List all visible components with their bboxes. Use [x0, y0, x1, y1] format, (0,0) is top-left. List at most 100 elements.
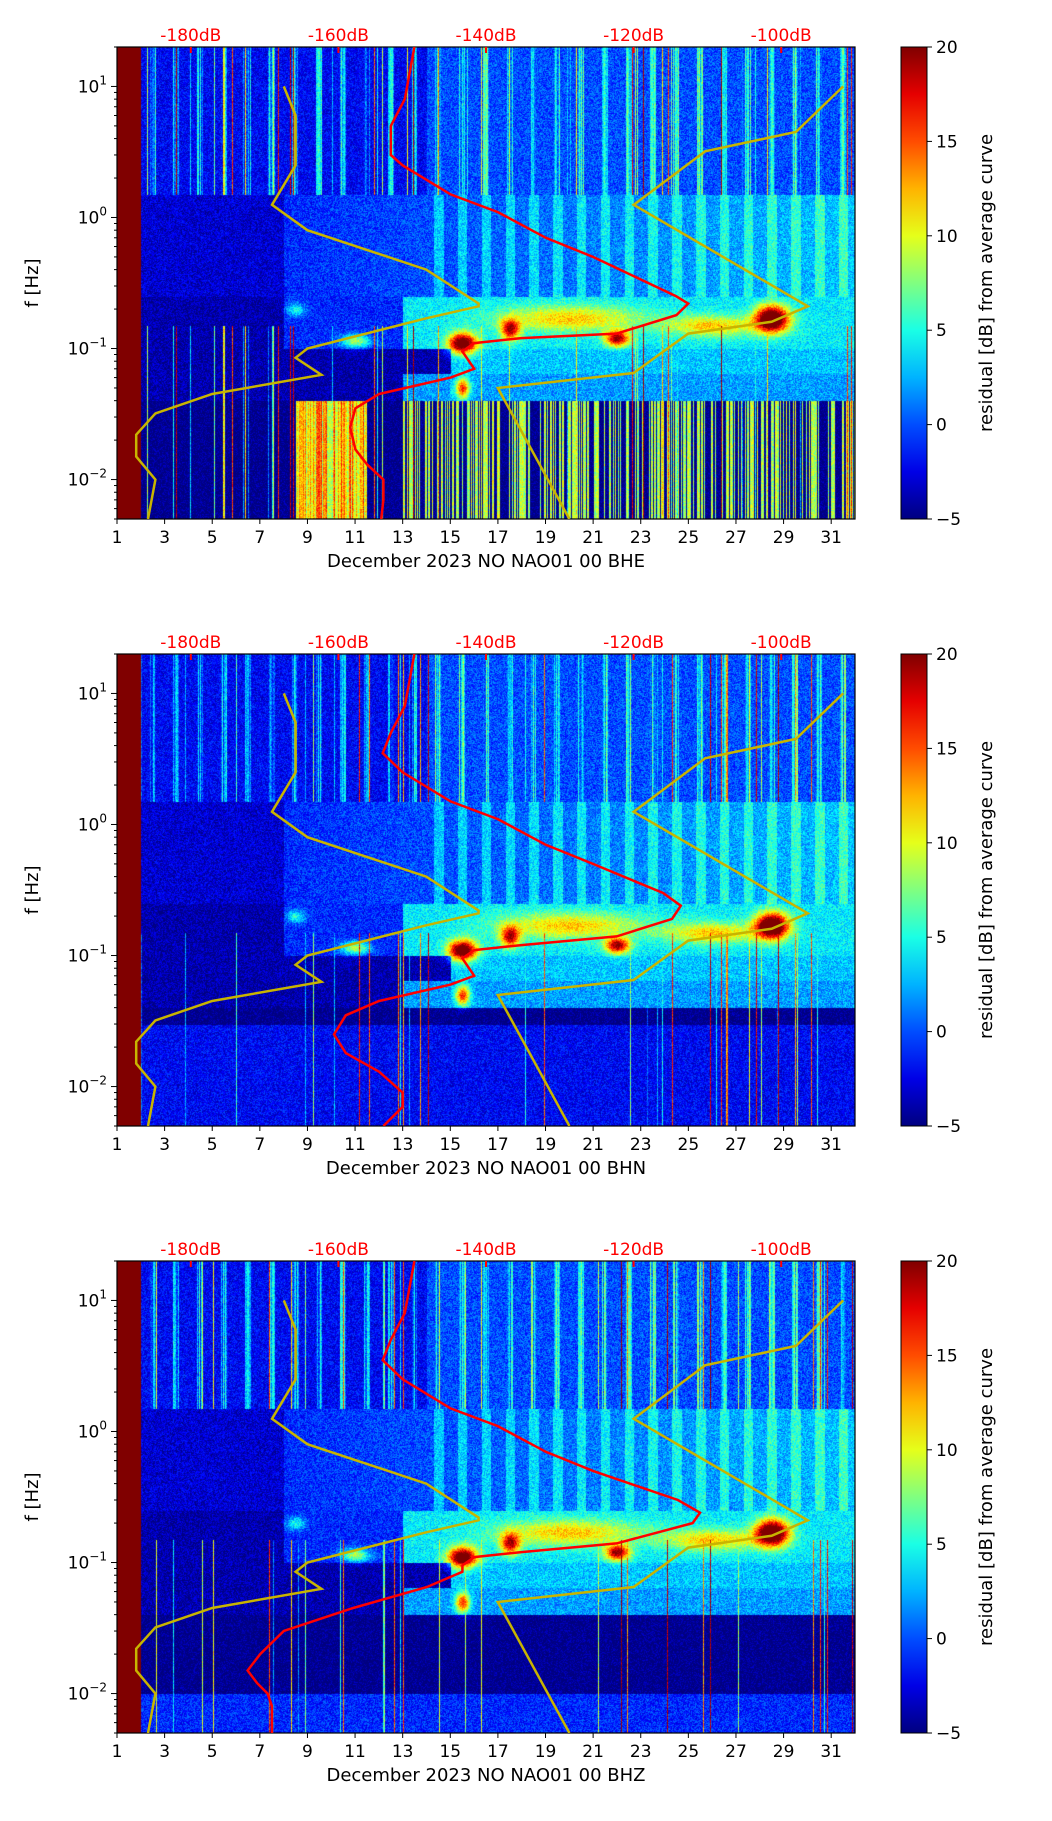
y-tick-exponent: −1 [89, 943, 107, 957]
colorbar-tick-label: −5 [936, 1117, 961, 1137]
y-tick-label: 10−1 [68, 336, 107, 360]
top-db-tick-label: -120dB [603, 1240, 664, 1260]
x-tick-label: 27 [725, 1742, 747, 1762]
y-tick-base: 10 [68, 340, 90, 360]
x-axis-label: December 2023 NO NAO01 00 BHN [326, 1158, 646, 1179]
x-axis-label: December 2023 NO NAO01 00 BHZ [326, 1765, 645, 1786]
colorbar-tick-label: 20 [936, 645, 958, 665]
spectrogram-image [117, 1261, 855, 1733]
top-db-tick-label: -140dB [455, 26, 516, 46]
colorbar-label: residual [dB] from average curve [976, 1348, 997, 1646]
x-tick-label: 17 [487, 528, 509, 548]
x-tick-label: 29 [773, 1135, 795, 1155]
colorbar-label: residual [dB] from average curve [976, 741, 997, 1039]
y-tick-base: 10 [78, 815, 100, 835]
colorbar-tick-label: 5 [936, 1535, 947, 1555]
x-tick-label: 17 [487, 1135, 509, 1155]
y-tick-exponent: −2 [89, 1074, 107, 1088]
y-tick-base: 10 [68, 1685, 90, 1705]
y-tick-base: 10 [78, 1291, 100, 1311]
top-db-tick-label: -120dB [603, 633, 664, 653]
top-db-tick-label: -180dB [160, 26, 221, 46]
y-tick-label: 100 [78, 204, 107, 228]
colorbar-tick-label: 20 [936, 1252, 958, 1272]
top-db-tick-label: -140dB [455, 1240, 516, 1260]
x-tick-label: 17 [487, 1742, 509, 1762]
colorbar-tick-label: 10 [936, 834, 958, 854]
y-tick-base: 10 [68, 947, 90, 967]
low-noise-model-curve [134, 85, 480, 519]
y-tick-exponent: 0 [99, 1418, 107, 1432]
x-tick-label: 5 [207, 528, 218, 548]
x-tick-label: 23 [630, 1135, 652, 1155]
y-tick-label: 100 [78, 811, 107, 835]
y-tick-label: 10−2 [68, 1074, 107, 1098]
x-tick-label: 15 [439, 528, 461, 548]
y-tick-exponent: −1 [89, 1550, 107, 1564]
x-tick-label: 29 [773, 528, 795, 548]
x-tick-label: 13 [392, 528, 414, 548]
colorbar-tick-label: 0 [936, 416, 947, 436]
x-tick-label: 15 [439, 1742, 461, 1762]
x-tick-label: 21 [582, 1135, 604, 1155]
x-tick-label: 11 [344, 1135, 366, 1155]
mean-psd-curve [348, 47, 691, 519]
x-tick-label: 1 [112, 1135, 123, 1155]
x-tick-label: 9 [302, 1742, 313, 1762]
y-tick-label: 101 [78, 680, 107, 704]
top-db-tick-label: -140dB [455, 633, 516, 653]
y-tick-base: 10 [78, 77, 100, 97]
y-tick-label: 101 [78, 73, 107, 97]
x-tick-label: 19 [535, 528, 557, 548]
y-tick-base: 10 [78, 1422, 100, 1442]
colorbar-tick-label: 15 [936, 132, 958, 152]
top-db-tick-label: -160dB [308, 1240, 369, 1260]
high-noise-model-curve [495, 85, 845, 519]
top-db-tick-label: -120dB [603, 26, 664, 46]
x-tick-label: 19 [535, 1135, 557, 1155]
y-tick-exponent: −1 [89, 336, 107, 350]
y-tick-base: 10 [68, 1078, 90, 1098]
y-tick-exponent: −2 [89, 467, 107, 481]
colorbar [900, 1260, 928, 1734]
spectrogram-image [117, 47, 855, 519]
y-axis-label: f [Hz] [22, 258, 43, 307]
x-tick-label: 21 [582, 528, 604, 548]
x-tick-label: 23 [630, 528, 652, 548]
low-noise-model-curve [134, 692, 480, 1126]
y-axis-label: f [Hz] [22, 865, 43, 914]
x-tick-label: 11 [344, 528, 366, 548]
y-tick-label: 100 [78, 1418, 107, 1442]
x-tick-label: 27 [725, 528, 747, 548]
colorbar-tick-label: 0 [936, 1023, 947, 1043]
spectrogram-panel-n: 1 3 5 7 9 11 13 15 17 19 21 23 25 27 29 31 December 2023… [0, 607, 1052, 1214]
colorbar-tick-label: 5 [936, 321, 947, 341]
x-tick-label: 13 [392, 1135, 414, 1155]
y-tick-label: 101 [78, 1287, 107, 1311]
high-noise-model-curve [495, 692, 845, 1126]
top-db-tick-label: -100dB [751, 26, 812, 46]
y-tick-exponent: 1 [99, 73, 107, 87]
y-tick-base: 10 [68, 471, 90, 491]
x-tick-label: 1 [112, 528, 123, 548]
colorbar-tick-label: 0 [936, 1630, 947, 1650]
x-tick-label: 1 [112, 1742, 123, 1762]
colorbar-tick-label: 15 [936, 739, 958, 759]
x-tick-label: 29 [773, 1742, 795, 1762]
y-tick-label: 10−1 [68, 1550, 107, 1574]
colorbar [900, 46, 928, 520]
y-tick-exponent: 1 [99, 1287, 107, 1301]
x-axis-label: December 2023 NO NAO01 00 BHE [327, 551, 645, 572]
plot-frame [116, 653, 856, 1127]
x-tick-label: 13 [392, 1742, 414, 1762]
x-tick-label: 25 [678, 528, 700, 548]
x-tick-label: 25 [678, 1742, 700, 1762]
spectrogram-panel-z: 1 3 5 7 9 11 13 15 17 19 21 23 25 27 29 31 December 2023… [0, 1214, 1052, 1821]
x-tick-label: 23 [630, 1742, 652, 1762]
x-tick-label: 7 [254, 528, 265, 548]
plot-frame [116, 1260, 856, 1734]
y-tick-label: 10−1 [68, 943, 107, 967]
y-tick-exponent: 1 [99, 680, 107, 694]
